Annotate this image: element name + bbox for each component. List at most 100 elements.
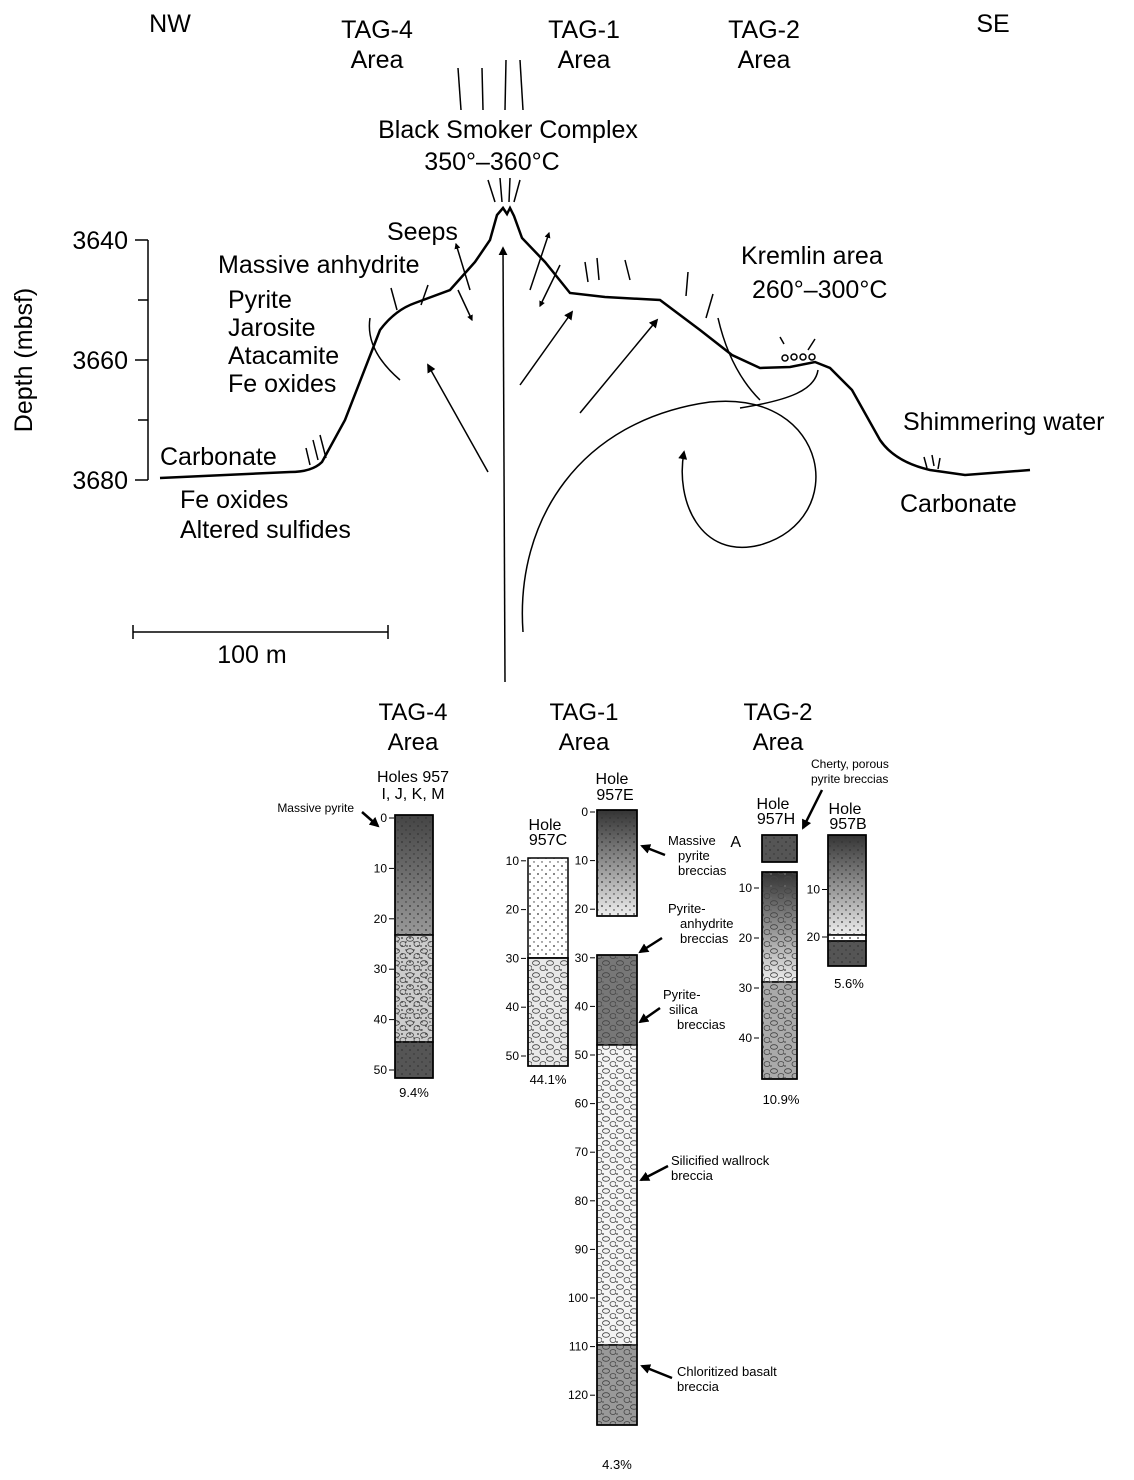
label: Altered sulfides [180,516,351,544]
label: Seeps [387,218,458,246]
annotation: Silicified wallrock [671,1153,770,1168]
hole-label: Hole [596,771,629,788]
tick-label: 70 [575,1145,589,1159]
tick-label: 20 [739,931,753,945]
tick-label: 60 [575,1097,589,1111]
annotation: breccias [678,863,727,878]
figure: NW SE TAG-4 Area TAG-1 Area TAG-2 Area B… [0,0,1134,1475]
tick-label: 3660 [72,347,128,375]
tick-label: 10 [374,861,388,875]
hole-label: 957C [529,832,567,849]
tick-label: 30 [575,951,589,965]
label: Shimmering water [903,408,1104,436]
annotation-arrow [641,1166,668,1180]
piece-label: A [730,834,741,851]
label: Atacamite [228,342,339,370]
area-label: Area [559,729,610,756]
core-pattern [528,958,568,1066]
tick-label: 120 [568,1388,588,1402]
label: Carbonate [160,443,277,471]
area-label: TAG-4 [341,16,413,44]
annotation: Massive [668,833,716,848]
depth-ticks: 3640 3660 3680 [72,227,148,495]
annotation: pyrite [678,848,710,863]
cores [395,810,866,1425]
label: Fe oxides [180,486,288,514]
tick-label: 80 [575,1194,589,1208]
annotation: Chloritized basalt [677,1364,777,1379]
core-pattern [597,955,637,1425]
tick-label: 110 [569,1340,588,1354]
annotation-arrow [640,1008,660,1022]
tick-label: 50 [575,1048,589,1062]
hole-label: Holes 957 [377,769,449,786]
annotation: anhydrite [680,916,733,931]
label: Pyrite [228,286,292,314]
tick-label: 20 [575,902,589,916]
core-pattern [762,872,797,1079]
area-label: TAG-2 [744,699,813,726]
tick-label: 20 [506,903,520,917]
annotation-arrow [362,812,378,826]
label: Jarosite [228,314,316,342]
hole-label: 957B [829,816,866,833]
core-segment [528,858,568,958]
seep-arrows [456,233,560,320]
tick-label: 3640 [72,227,128,255]
flow-arrows [428,248,818,682]
tick-label: 40 [506,1000,520,1014]
tick-label: 10 [739,881,753,895]
page: NW SE TAG-4 Area TAG-1 Area TAG-2 Area B… [0,0,1134,1480]
compass-nw: NW [149,10,191,38]
tick-label: 3680 [72,467,128,495]
area-label: Area [558,46,611,74]
area-label: Area [738,46,791,74]
recovery: 9.4% [399,1085,429,1100]
annotation: breccias [677,1017,726,1032]
spring-vents [782,354,815,361]
hole-label: I, J, K, M [381,786,444,803]
annotation: Pyrite- [663,987,701,1002]
tick-label: 30 [374,962,388,976]
hole-label: 957E [596,787,633,804]
area-label: Area [753,729,804,756]
recovery: 4.3% [602,1457,632,1472]
annotation: silica [669,1002,699,1017]
tick-label: 0 [380,811,387,825]
scale-label: 100 m [217,641,286,669]
annotation: Cherty, porous [811,757,889,771]
tick-label: 50 [506,1049,520,1063]
annotation: breccia [677,1379,720,1394]
tick-label: 10 [506,854,520,868]
label: Massive anhydrite [218,251,419,279]
hole-label: 957H [757,811,795,828]
tick-label: 10 [807,883,821,897]
label: 350°–360°C [424,148,559,176]
tick-label: 20 [374,912,388,926]
recovery: 10.9% [763,1092,800,1107]
annotation-arrow [803,790,822,828]
tick-label: 10 [575,854,589,868]
tick-label: 40 [739,1031,753,1045]
tick-label: 30 [739,981,753,995]
core-pattern [762,835,797,862]
label: 260°–300°C [752,276,887,304]
tick-label: 20 [807,930,821,944]
recovery: 44.1% [530,1072,567,1087]
label: Fe oxides [228,370,336,398]
tick-label: 30 [506,951,520,965]
tick-label: 90 [575,1242,589,1256]
annotation: breccia [671,1168,714,1183]
axis-label: Depth (mbsf) [10,288,38,432]
area-label: Area [351,46,404,74]
recovery: 5.6% [834,976,864,991]
compass-se: SE [976,10,1009,38]
tick-label: 40 [374,1013,388,1027]
annotation-arrow [642,846,665,855]
area-label: TAG-1 [550,699,619,726]
annotation: breccias [680,931,729,946]
area-label: TAG-4 [379,699,448,726]
core-pattern [828,835,866,966]
tick-label: 0 [581,805,588,819]
label: Black Smoker Complex [378,116,638,144]
